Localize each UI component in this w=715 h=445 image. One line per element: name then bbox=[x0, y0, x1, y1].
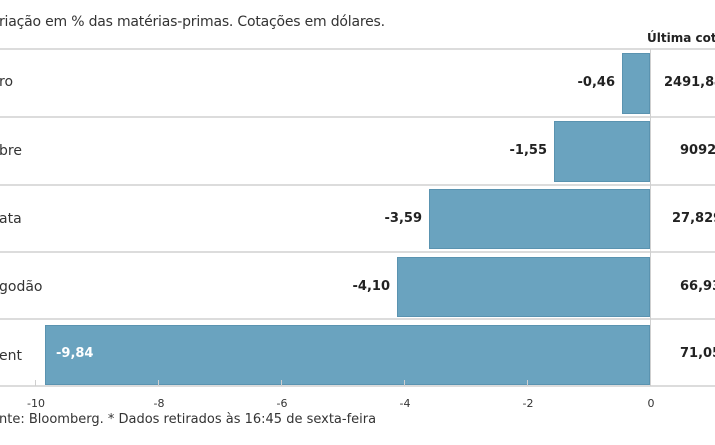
source-footer: nte: Bloomberg. * Dados retirados às 16:… bbox=[0, 412, 377, 427]
last-price-algodao: 66,93 bbox=[680, 279, 715, 294]
x-tick-label: -4 bbox=[399, 397, 411, 410]
x-tick-label: -6 bbox=[276, 397, 288, 410]
last-price-column-header: Última cotaç bbox=[647, 31, 715, 45]
row-label-prata: ata bbox=[0, 211, 22, 227]
x-tick-label: -10 bbox=[27, 397, 45, 410]
bar-prata bbox=[429, 189, 650, 249]
last-price-cobre: 9092 bbox=[680, 143, 715, 158]
x-tick-label: -2 bbox=[522, 397, 534, 410]
x-tick bbox=[650, 380, 651, 386]
value-label-ouro: -0,46 bbox=[577, 75, 615, 90]
row-label-cobre: bre bbox=[0, 143, 22, 159]
row-divider bbox=[0, 116, 715, 118]
zero-line bbox=[650, 49, 651, 386]
bar-cobre bbox=[554, 121, 650, 182]
value-label-algodao: -4,10 bbox=[352, 279, 390, 294]
x-tick bbox=[281, 380, 282, 386]
x-axis-line bbox=[0, 385, 715, 387]
bar-algodao bbox=[397, 257, 650, 317]
value-label-cobre: -1,55 bbox=[509, 143, 547, 158]
bar-brent bbox=[45, 325, 650, 385]
row-divider bbox=[0, 48, 715, 50]
row-label-brent: ent bbox=[0, 348, 22, 364]
x-tick bbox=[35, 380, 36, 386]
row-divider bbox=[0, 184, 715, 186]
row-divider bbox=[0, 251, 715, 253]
x-tick bbox=[527, 380, 528, 386]
last-price-ouro: 2491,84 bbox=[664, 75, 715, 90]
row-label-ouro: ro bbox=[0, 74, 14, 90]
x-tick-label: 0 bbox=[647, 397, 655, 410]
value-label-prata: -3,59 bbox=[384, 211, 422, 226]
last-price-prata: 27,829 bbox=[672, 211, 715, 226]
value-label-brent: -9,84 bbox=[56, 346, 94, 361]
x-tick bbox=[158, 380, 159, 386]
x-tick bbox=[404, 380, 405, 386]
x-tick-label: -8 bbox=[153, 397, 165, 410]
bar-ouro bbox=[622, 53, 650, 114]
row-divider bbox=[0, 318, 715, 320]
row-label-algodao: godão bbox=[0, 279, 43, 295]
chart-subtitle: riação em % das matérias-primas. Cotaçõe… bbox=[0, 14, 385, 30]
last-price-brent: 71,05 bbox=[680, 346, 715, 361]
